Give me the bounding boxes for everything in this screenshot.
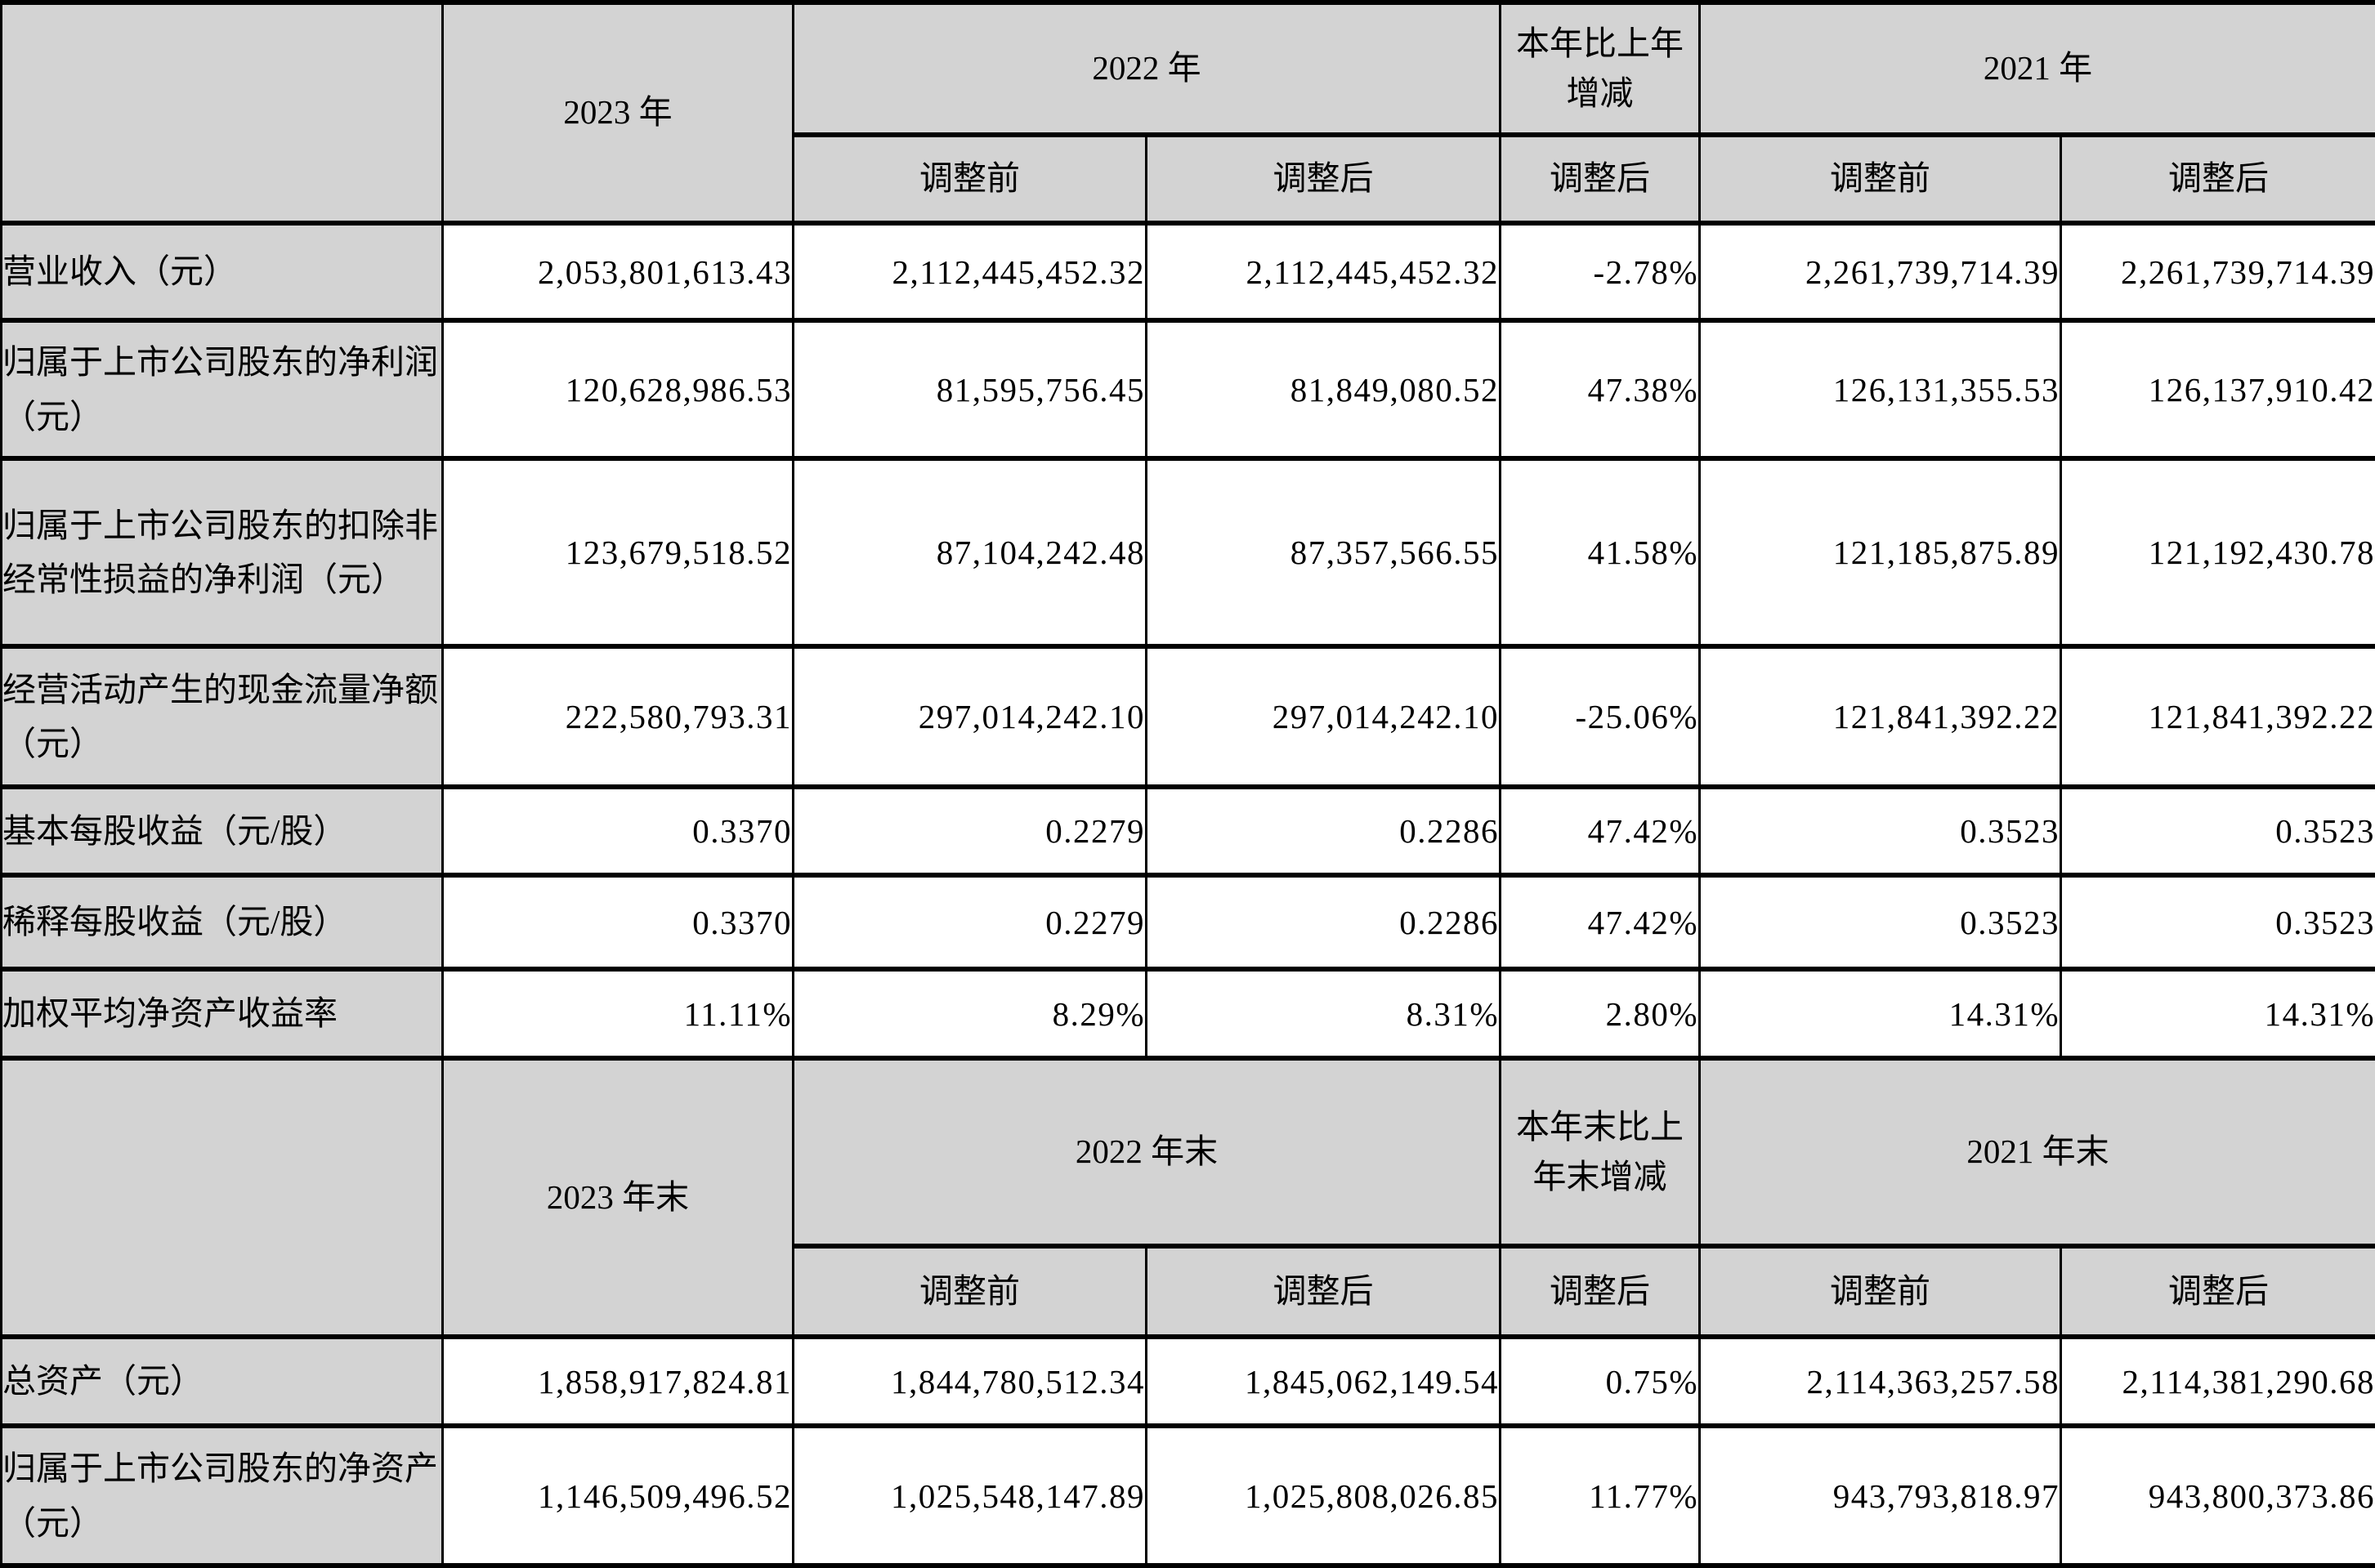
row-label: 营业收入（元） [2,223,443,320]
subheader-change-post-adjust: 调整后 [1501,135,1700,223]
table-row-operating-cash-flow: 经营活动产生的现金流量净额（元） 222,580,793.31 297,014,… [2,646,2375,787]
cell-value: 0.2286 [1147,875,1501,969]
cell-value: 41.58% [1501,458,1700,646]
cell-value: 297,014,242.10 [794,646,1147,787]
cell-value: 87,357,566.55 [1147,458,1501,646]
cell-value: 2,112,445,452.32 [794,223,1147,320]
cell-value: 81,849,080.52 [1147,320,1501,458]
subheader-change-end-post-adjust: 调整后 [1501,1246,1700,1337]
cell-value: 222,580,793.31 [443,646,794,787]
header-row-years: 2023 年 2022 年 本年比上年增减 2021 年 [2,2,2375,135]
cell-value: 2,261,739,714.39 [2061,223,2375,320]
cell-value: 1,025,808,026.85 [1147,1426,1501,1566]
header-2021: 2021 年 [1700,2,2375,135]
cell-value: 943,793,818.97 [1700,1426,2061,1566]
subheader-2022-post-adjust: 调整后 [1147,135,1501,223]
table-row-net-assets: 归属于上市公司股东的净资产（元） 1,146,509,496.52 1,025,… [2,1426,2375,1566]
cell-value: 126,131,355.53 [1700,320,2061,458]
cell-value: 126,137,910.42 [2061,320,2375,458]
row-label: 归属于上市公司股东的净利润（元） [2,320,443,458]
row-label: 加权平均净资产收益率 [2,969,443,1058]
cell-value: 47.38% [1501,320,1700,458]
cell-value: 14.31% [1700,969,2061,1058]
row-label: 归属于上市公司股东的净资产（元） [2,1426,443,1566]
cell-value: 1,025,548,147.89 [794,1426,1147,1566]
cell-value: 121,192,430.78 [2061,458,2375,646]
cell-value: 0.3523 [2061,787,2375,875]
cell-value: -25.06% [1501,646,1700,787]
cell-value: 121,841,392.22 [2061,646,2375,787]
cell-value: 1,844,780,512.34 [794,1337,1147,1426]
cell-value: 120,628,986.53 [443,320,794,458]
cell-value: 121,841,392.22 [1700,646,2061,787]
cell-value: 121,185,875.89 [1700,458,2061,646]
corner-blank-cell [2,1058,443,1337]
header-yearend-change: 本年末比上年末增减 [1501,1058,1700,1246]
cell-value: -2.78% [1501,223,1700,320]
subheader-2021-pre-adjust: 调整前 [1700,135,2061,223]
row-label: 总资产（元） [2,1337,443,1426]
subheader-2022end-pre-adjust: 调整前 [794,1246,1147,1337]
cell-value: 0.75% [1501,1337,1700,1426]
row-label: 归属于上市公司股东的扣除非经常性损益的净利润（元） [2,458,443,646]
table-row-revenue: 营业收入（元） 2,053,801,613.43 2,112,445,452.3… [2,223,2375,320]
subheader-2021end-post-adjust: 调整后 [2061,1246,2375,1337]
cell-value: 47.42% [1501,787,1700,875]
cell-value: 0.3523 [2061,875,2375,969]
cell-value: 2.80% [1501,969,1700,1058]
row-label: 基本每股收益（元/股） [2,787,443,875]
table-row-net-profit: 归属于上市公司股东的净利润（元） 120,628,986.53 81,595,7… [2,320,2375,458]
cell-value: 2,053,801,613.43 [443,223,794,320]
table-row-weighted-roe: 加权平均净资产收益率 11.11% 8.29% 8.31% 2.80% 14.3… [2,969,2375,1058]
cell-value: 2,114,381,290.68 [2061,1337,2375,1426]
subheader-2022-pre-adjust: 调整前 [794,135,1147,223]
cell-value: 81,595,756.45 [794,320,1147,458]
cell-value: 123,679,518.52 [443,458,794,646]
row-label: 经营活动产生的现金流量净额（元） [2,646,443,787]
cell-value: 943,800,373.86 [2061,1426,2375,1566]
cell-value: 8.31% [1147,969,1501,1058]
header-2022: 2022 年 [794,2,1501,135]
cell-value: 47.42% [1501,875,1700,969]
header-2021-end: 2021 年末 [1700,1058,2375,1246]
cell-value: 2,261,739,714.39 [1700,223,2061,320]
table-row-diluted-eps: 稀释每股收益（元/股） 0.3370 0.2279 0.2286 47.42% … [2,875,2375,969]
cell-value: 2,114,363,257.58 [1700,1337,2061,1426]
subheader-2022end-post-adjust: 调整后 [1147,1246,1501,1337]
header-2023: 2023 年 [443,2,794,223]
cell-value: 0.2279 [794,787,1147,875]
table-row-non-recurring-profit: 归属于上市公司股东的扣除非经常性损益的净利润（元） 123,679,518.52… [2,458,2375,646]
cell-value: 14.31% [2061,969,2375,1058]
cell-value: 0.2279 [794,875,1147,969]
subheader-2021end-pre-adjust: 调整前 [1700,1246,2061,1337]
table-row-basic-eps: 基本每股收益（元/股） 0.3370 0.2279 0.2286 47.42% … [2,787,2375,875]
cell-value: 0.3370 [443,875,794,969]
cell-value: 8.29% [794,969,1147,1058]
header-row-yearend: 2023 年末 2022 年末 本年末比上年末增减 2021 年末 [2,1058,2375,1246]
cell-value: 1,845,062,149.54 [1147,1337,1501,1426]
table-row-total-assets: 总资产（元） 1,858,917,824.81 1,844,780,512.34… [2,1337,2375,1426]
cell-value: 11.11% [443,969,794,1058]
cell-value: 1,858,917,824.81 [443,1337,794,1426]
header-2023-end: 2023 年末 [443,1058,794,1337]
cell-value: 2,112,445,452.32 [1147,223,1501,320]
cell-value: 0.3523 [1700,875,2061,969]
cell-value: 87,104,242.48 [794,458,1147,646]
corner-blank-cell [2,2,443,223]
subheader-2021-post-adjust: 调整后 [2061,135,2375,223]
header-yoy-change: 本年比上年增减 [1501,2,1700,135]
cell-value: 1,146,509,496.52 [443,1426,794,1566]
cell-value: 0.3370 [443,787,794,875]
cell-value: 0.3523 [1700,787,2061,875]
cell-value: 0.2286 [1147,787,1501,875]
row-label: 稀释每股收益（元/股） [2,875,443,969]
cell-value: 297,014,242.10 [1147,646,1501,787]
cell-value: 11.77% [1501,1426,1700,1566]
header-2022-end: 2022 年末 [794,1058,1501,1246]
